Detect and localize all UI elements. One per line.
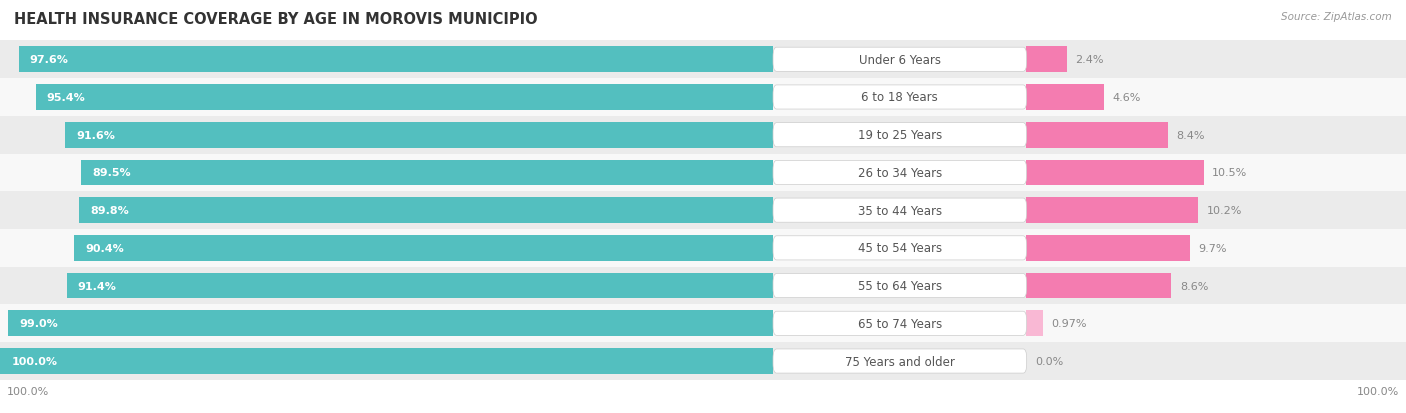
Bar [82, 160, 773, 186]
FancyBboxPatch shape [773, 236, 1026, 260]
Text: 2.4%: 2.4% [1076, 55, 1104, 65]
Text: Source: ZipAtlas.com: Source: ZipAtlas.com [1281, 12, 1392, 22]
Text: 45 to 54 Years: 45 to 54 Years [858, 242, 942, 255]
FancyBboxPatch shape [773, 311, 1026, 335]
Bar [1026, 85, 1104, 111]
Text: 9.7%: 9.7% [1198, 243, 1227, 253]
Text: 0.0%: 0.0% [1035, 356, 1063, 366]
FancyBboxPatch shape [773, 86, 1026, 110]
Bar [1026, 273, 1171, 299]
Bar [1026, 235, 1189, 261]
Text: Under 6 Years: Under 6 Years [859, 54, 941, 66]
Bar [8, 311, 773, 336]
Bar [1026, 47, 1067, 73]
Bar [0, 79, 1406, 116]
Bar [1026, 311, 1043, 336]
Text: 10.5%: 10.5% [1212, 168, 1247, 178]
FancyBboxPatch shape [773, 349, 1026, 373]
Text: 4.6%: 4.6% [1112, 93, 1140, 103]
FancyBboxPatch shape [773, 48, 1026, 72]
Text: 100.0%: 100.0% [7, 387, 49, 396]
Text: 95.4%: 95.4% [46, 93, 86, 103]
Legend: With Coverage, Without Coverage: With Coverage, Without Coverage [564, 412, 842, 413]
FancyBboxPatch shape [773, 123, 1026, 147]
Bar [1026, 160, 1204, 186]
Text: 100.0%: 100.0% [11, 356, 58, 366]
Text: 55 to 64 Years: 55 to 64 Years [858, 280, 942, 292]
Bar [0, 41, 1406, 79]
FancyBboxPatch shape [773, 274, 1026, 298]
Bar [18, 47, 773, 73]
Bar [0, 154, 1406, 192]
Text: 10.2%: 10.2% [1206, 206, 1243, 216]
Text: 8.6%: 8.6% [1180, 281, 1208, 291]
Text: 0.97%: 0.97% [1052, 318, 1087, 328]
Bar [1026, 198, 1198, 223]
Text: 91.6%: 91.6% [76, 131, 115, 140]
Bar [0, 267, 1406, 305]
Text: 90.4%: 90.4% [86, 243, 124, 253]
Text: 97.6%: 97.6% [30, 55, 69, 65]
Text: 19 to 25 Years: 19 to 25 Years [858, 129, 942, 142]
Bar [0, 348, 773, 374]
Bar [0, 305, 1406, 342]
Text: 99.0%: 99.0% [20, 318, 58, 328]
Text: 91.4%: 91.4% [77, 281, 117, 291]
FancyBboxPatch shape [773, 161, 1026, 185]
Text: 26 to 34 Years: 26 to 34 Years [858, 166, 942, 180]
Text: 65 to 74 Years: 65 to 74 Years [858, 317, 942, 330]
Bar [66, 273, 773, 299]
Text: 35 to 44 Years: 35 to 44 Years [858, 204, 942, 217]
Bar [1026, 123, 1168, 148]
Bar [65, 123, 773, 148]
Text: 100.0%: 100.0% [1357, 387, 1399, 396]
Text: 8.4%: 8.4% [1177, 131, 1205, 140]
FancyBboxPatch shape [773, 199, 1026, 223]
Bar [79, 198, 773, 223]
Text: HEALTH INSURANCE COVERAGE BY AGE IN MOROVIS MUNICIPIO: HEALTH INSURANCE COVERAGE BY AGE IN MORO… [14, 12, 537, 27]
Bar [0, 192, 1406, 230]
Bar [0, 342, 1406, 380]
Text: 75 Years and older: 75 Years and older [845, 355, 955, 368]
Bar [35, 85, 773, 111]
Text: 89.5%: 89.5% [93, 168, 131, 178]
Bar [0, 116, 1406, 154]
Text: 6 to 18 Years: 6 to 18 Years [862, 91, 938, 104]
Text: 89.8%: 89.8% [90, 206, 129, 216]
Bar [75, 235, 773, 261]
Bar [0, 230, 1406, 267]
